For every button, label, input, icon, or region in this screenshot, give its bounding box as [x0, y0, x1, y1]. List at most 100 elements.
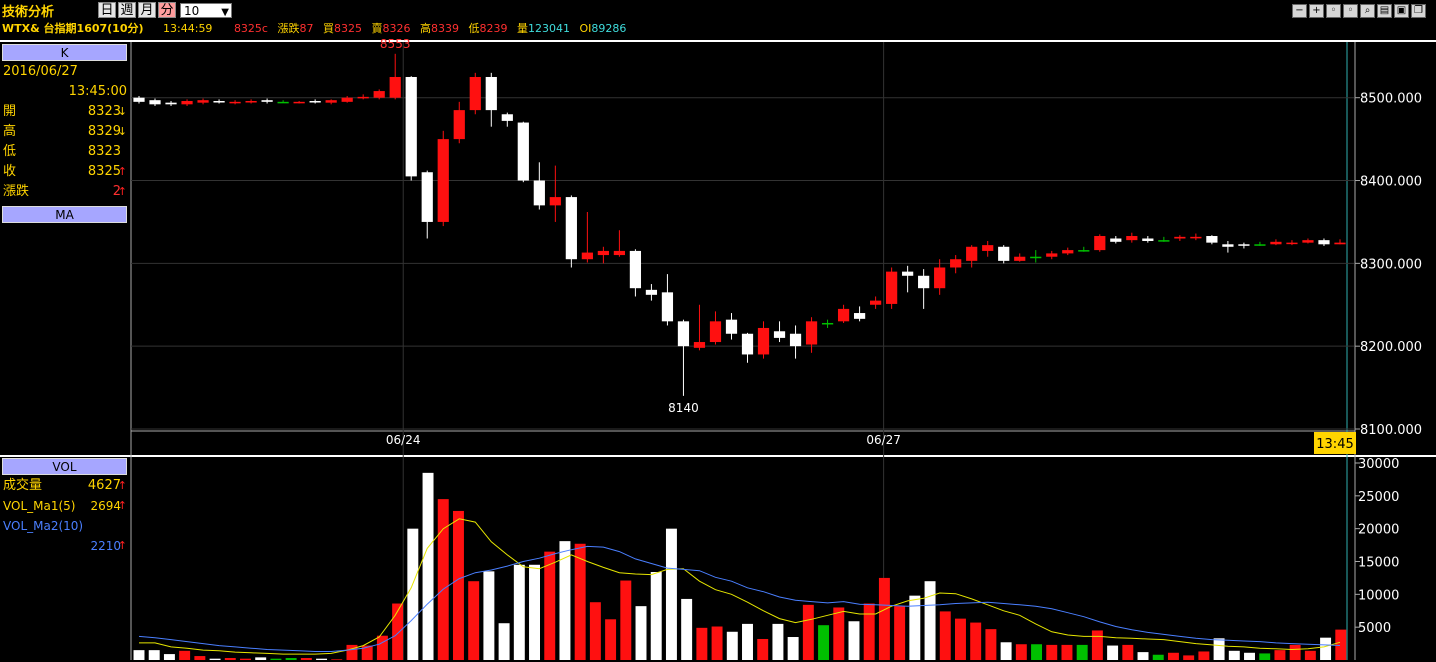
volume-bar	[1107, 645, 1119, 660]
price-tick-label: 8500.000	[1360, 92, 1422, 107]
volume-bar	[787, 637, 799, 660]
volume-bar	[1061, 644, 1073, 660]
interval-value: 10	[184, 4, 200, 18]
candle-body	[629, 250, 642, 289]
volume-bar	[148, 650, 160, 660]
middle-divider	[0, 455, 1436, 457]
arrow-down-icon: ↓	[117, 105, 127, 118]
volume-bar	[559, 541, 571, 660]
volume-bar	[255, 657, 267, 660]
volume-bar	[696, 627, 708, 660]
vol-ma1-value: 2694	[90, 499, 121, 513]
volume-bar	[452, 510, 464, 660]
print-icon[interactable]: ▤	[1377, 4, 1392, 18]
candle-body	[341, 97, 353, 102]
candle-body	[549, 197, 561, 206]
period-day-button[interactable]: 日	[98, 2, 116, 18]
volume-bar	[681, 598, 693, 660]
volume-tick-label: 5000	[1358, 621, 1391, 636]
volume-bar	[1183, 655, 1195, 660]
candle-body	[389, 76, 401, 98]
vol-ma2-value: 2210	[90, 539, 121, 553]
window-title: 技術分析	[2, 5, 55, 20]
zoom-in-icon[interactable]: +	[1309, 4, 1324, 18]
volume-bar	[1259, 653, 1271, 660]
candle-body	[357, 96, 369, 99]
volume-value: 123041	[527, 22, 570, 35]
ask-label: 賣	[371, 22, 383, 35]
high-value: 8339	[430, 22, 459, 35]
ask-value: 8326	[382, 22, 411, 35]
candle-body	[437, 139, 449, 222]
candle-body	[1158, 240, 1170, 242]
period-month-button[interactable]: 月	[138, 2, 156, 18]
magnify-plus-icon[interactable]: ◦	[1343, 4, 1358, 18]
volume-bar	[863, 603, 875, 660]
volume-bar	[407, 528, 419, 660]
price-tick-label: 8200.000	[1360, 340, 1422, 355]
search-icon[interactable]: ⌕	[1360, 4, 1375, 18]
k-change-value: 2	[112, 184, 121, 199]
volume-bar	[163, 654, 175, 660]
k-open-label: 開	[3, 104, 17, 119]
candle-body	[261, 100, 273, 102]
candle-body	[1238, 244, 1250, 246]
candle-body	[165, 102, 177, 105]
volume-bar	[635, 606, 647, 660]
candle-body	[1318, 240, 1330, 245]
candle-body	[1078, 250, 1090, 252]
restore-window-icon[interactable]: ❐	[1411, 4, 1426, 18]
period-week-button[interactable]: 週	[118, 2, 136, 18]
volume-bar	[757, 638, 769, 660]
arrow-up-icon: ↑	[117, 499, 127, 512]
candle-body	[1110, 238, 1122, 242]
candle-body	[485, 76, 497, 111]
candle-body	[245, 101, 257, 103]
volume-bar	[878, 577, 890, 660]
volume-bar	[285, 658, 297, 660]
min-price-annotation: 8140	[668, 401, 699, 415]
vol-ma1-row: VOL_Ma1(5) 2694 ↑	[3, 497, 127, 515]
volume-bar	[574, 543, 586, 660]
max-price-annotation: 8553	[380, 37, 411, 51]
k-panel-header[interactable]: K	[2, 44, 127, 61]
volume-bar	[985, 629, 997, 660]
quote-info-bar: WTX& 台指期1607(10分) 13:44:59 8325c 漲跌87 買8…	[2, 20, 632, 35]
symbol-label: WTX& 台指期1607(10分)	[2, 22, 144, 35]
k-change-row: 漲跌 2 ↑	[3, 183, 127, 201]
interval-select[interactable]: 10 ▼	[180, 3, 232, 18]
candle-body	[853, 313, 866, 319]
candle-body	[1222, 244, 1234, 247]
vol-row: 成交量 4627 ↑	[3, 477, 127, 495]
volume-bar	[650, 572, 662, 660]
candle-body	[982, 245, 994, 251]
vol-panel-header[interactable]: VOL	[2, 458, 127, 475]
candle-body	[421, 172, 433, 222]
volume-bar	[620, 580, 632, 660]
period-minute-button[interactable]: 分	[158, 2, 176, 18]
bid-label: 買	[322, 22, 334, 35]
volume-bar	[483, 571, 495, 660]
candle-body	[773, 331, 786, 338]
volume-bar	[361, 645, 373, 660]
magnify-minus-icon[interactable]: ◦	[1326, 4, 1341, 18]
ma-panel-header[interactable]: MA	[2, 206, 127, 223]
volume-bar	[316, 658, 328, 660]
vol-ma1-label: VOL_Ma1(5)	[3, 499, 76, 513]
candle-body	[293, 101, 305, 104]
save-icon[interactable]: ▣	[1394, 4, 1409, 18]
zoom-out-icon[interactable]: −	[1292, 4, 1307, 18]
vol-ma1-line	[139, 518, 1341, 655]
candle-body	[709, 321, 722, 343]
vol-ma2-label: VOL_Ma2(10)	[3, 519, 84, 533]
volume-bar	[513, 564, 525, 660]
candle-body	[837, 308, 850, 322]
arrow-down-icon: ↓	[117, 125, 127, 138]
candle-body	[645, 289, 658, 295]
arrow-up-icon: ↑	[117, 165, 127, 178]
candle-body	[613, 250, 625, 256]
arrow-up-icon: ↑	[117, 539, 127, 552]
candle-body	[405, 76, 417, 177]
volume-tick-label: 10000	[1358, 588, 1399, 603]
